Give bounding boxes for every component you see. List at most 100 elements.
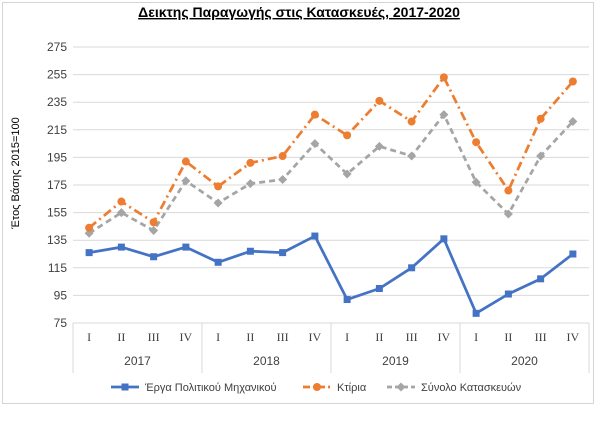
y-tick-label: 275 [47, 40, 67, 54]
data-point [310, 139, 320, 149]
data-point [375, 285, 383, 292]
year-label: 2018 [253, 354, 280, 368]
data-point [503, 209, 513, 219]
data-point [439, 110, 449, 120]
x-tick-label: IV [438, 330, 451, 344]
year-label: 2017 [124, 354, 151, 368]
legend-item: Έργα Πολιτικού Μηχανικού [111, 382, 277, 394]
chart-frame: Δεικτης Παραγωγής στις Κατασκευές, 2017-… [2, 2, 594, 404]
data-point [245, 179, 255, 189]
data-point [504, 186, 513, 195]
legend-item: Κτίρια [303, 382, 367, 394]
y-tick-label: 215 [47, 123, 67, 137]
data-point [568, 117, 578, 127]
gridlines [73, 46, 589, 324]
x-tick-label: I [216, 330, 220, 344]
legend-label: Έργα Πολιτικού Μηχανικού [144, 382, 277, 394]
data-point [472, 138, 481, 147]
legend-label: Κτίρια [337, 382, 367, 394]
y-tick-label: 175 [47, 178, 67, 192]
data-point [149, 218, 158, 227]
x-tick-label: II [504, 330, 512, 344]
x-tick-label: II [375, 330, 383, 344]
data-point [311, 232, 319, 240]
data-point [278, 152, 287, 161]
data-point [117, 197, 126, 206]
series-line [88, 234, 574, 315]
data-point [439, 73, 448, 82]
data-point [408, 264, 416, 272]
data-point [343, 296, 351, 304]
legend-marker [313, 383, 321, 391]
series-line [88, 75, 574, 229]
data-point [569, 250, 577, 258]
data-point [310, 110, 319, 119]
data-point [440, 235, 448, 243]
x-tick-label: IV [309, 330, 322, 344]
legend-marker [396, 382, 406, 392]
y-tick-label: 135 [47, 233, 67, 247]
data-point [85, 223, 94, 232]
y-tick-label: 155 [47, 206, 67, 220]
data-point [472, 309, 480, 317]
data-point [374, 141, 384, 151]
y-tick-label: 95 [54, 288, 68, 302]
data-point [246, 158, 255, 167]
year-label: 2020 [511, 354, 538, 368]
legend-label: Σύνολο Κατασκευών [421, 382, 522, 394]
x-tick-label: I [345, 330, 349, 344]
x-tick-label: III [148, 330, 160, 344]
data-point [504, 290, 512, 298]
x-tick-label: II [246, 330, 254, 344]
data-point [536, 114, 545, 123]
y-tick-label: 235 [47, 95, 67, 109]
x-tick-label: III [535, 330, 547, 344]
series-lines [84, 73, 578, 317]
data-point [537, 275, 545, 283]
data-point [343, 131, 352, 140]
data-point [150, 253, 158, 261]
series-line [88, 113, 574, 235]
data-point [116, 208, 126, 218]
data-point [536, 151, 546, 161]
chart-title: Δεικτης Παραγωγής στις Κατασκευές, 2017-… [138, 4, 460, 20]
data-point [181, 176, 191, 186]
data-point [407, 117, 416, 126]
data-point [278, 174, 288, 184]
y-tick-label: 195 [47, 150, 67, 164]
x-tick-label: II [117, 330, 125, 344]
legend-item: Σύνολο Κατασκευών [387, 382, 522, 394]
data-point [568, 77, 577, 86]
y-axis-label: Έτος Βάσης 2015=100 [10, 117, 22, 230]
x-tick-label: III [406, 330, 418, 344]
data-point [214, 258, 222, 266]
legend: Έργα Πολιτικού Μηχανικού Κτίρια Σύνολο Κατ… [111, 382, 522, 394]
data-point [279, 249, 287, 257]
series-1 [85, 73, 577, 232]
year-label: 2019 [382, 354, 409, 368]
x-tick-label: IV [567, 330, 580, 344]
data-point [181, 157, 190, 166]
data-point [246, 247, 254, 255]
data-point [471, 177, 481, 187]
data-point [213, 198, 223, 208]
data-point [149, 226, 159, 236]
x-tick-label: IV [180, 330, 193, 344]
series-0 [85, 232, 577, 317]
line-chart: Δεικτης Παραγωγής στις Κατασκευές, 2017-… [10, 4, 590, 394]
y-tick-label: 115 [48, 261, 67, 275]
x-tick-label: I [87, 330, 91, 344]
data-point [407, 151, 417, 161]
y-tick-label: 75 [54, 316, 68, 330]
series-2 [84, 110, 578, 238]
data-point [85, 249, 93, 257]
x-tick-label: III [277, 330, 289, 344]
legend-marker [121, 383, 129, 391]
y-tick-label: 255 [47, 68, 67, 82]
x-tick-label: I [474, 330, 478, 344]
data-point [342, 169, 352, 179]
y-tick-labels: 75 95 115 135 155 175 195 215 235 255 275 [47, 40, 67, 330]
data-point [117, 243, 125, 251]
data-point [214, 182, 223, 191]
